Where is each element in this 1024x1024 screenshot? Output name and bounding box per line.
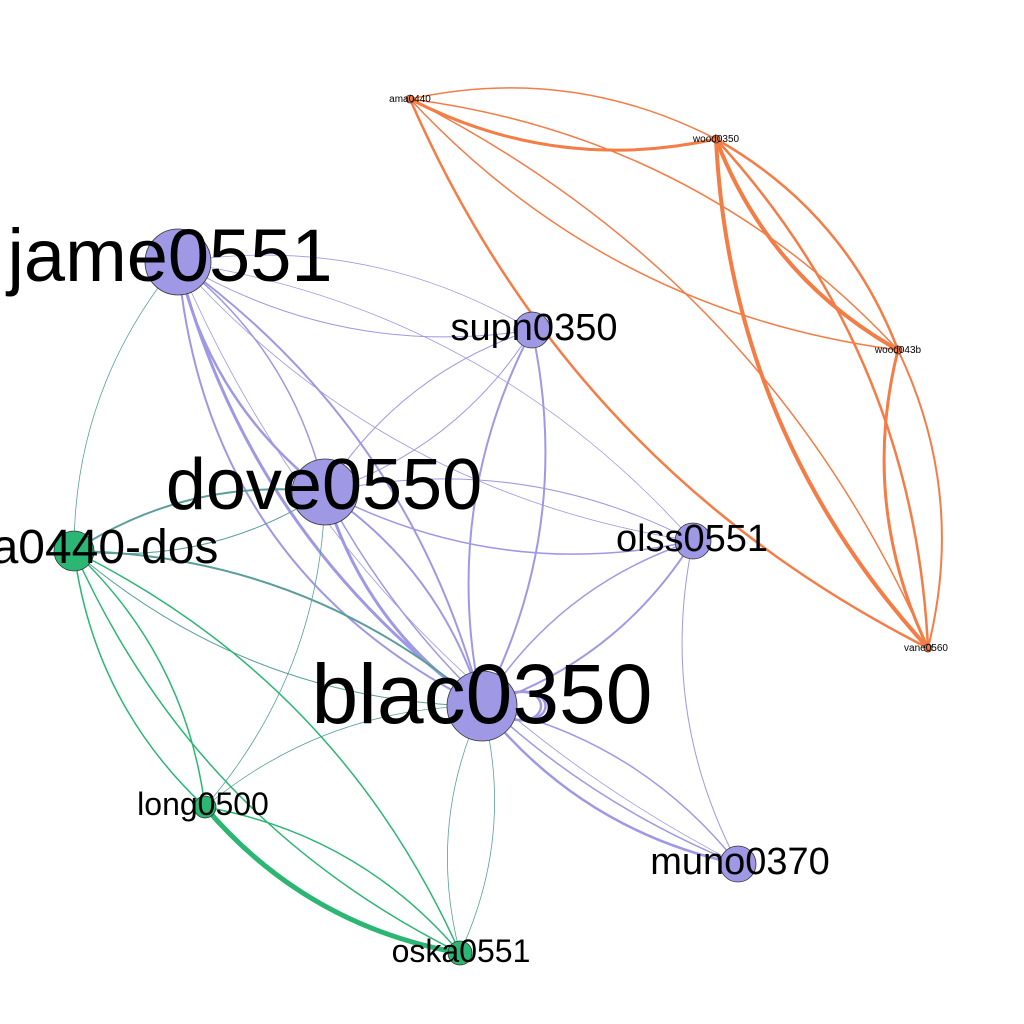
node-oska0551[interactable]	[447, 940, 473, 966]
edge-wood0350-vane0560	[714, 137, 930, 650]
edge-wood043b-vane0560	[882, 348, 930, 650]
node-label-wood043b: wood043b	[874, 345, 922, 356]
edge-blac0350-oska0551	[459, 705, 495, 954]
edge-jame0551-dove0550	[177, 261, 326, 493]
edge-a0440-dos-oska0551	[73, 550, 461, 954]
edge-blac0350-a0440-dos	[73, 550, 483, 707]
edge-ama0440-wood0350	[409, 87, 717, 140]
edge-wood0350-wood043b	[714, 137, 900, 352]
edge-ama0440-vane0560	[408, 97, 930, 650]
node-blac0350[interactable]	[446, 670, 518, 742]
edge-jame0551-blac0350	[177, 261, 483, 707]
edge-blac0350-a0440-dos	[73, 550, 483, 707]
node-label-supn0350: supn0350	[451, 307, 618, 349]
node-label-ama0440: ama0440	[389, 94, 431, 105]
edge-dove0550-blac0350	[324, 491, 483, 707]
edge-a0440-dos-long0500	[73, 550, 206, 808]
edge-dove0550-olss0551	[324, 491, 694, 555]
node-label-blac0350: blac0350	[312, 647, 653, 741]
edge-blac0350-oska0551	[447, 705, 483, 954]
edge-olss0551-muno0370	[681, 540, 739, 865]
edge-blac0350-long0500	[204, 705, 483, 808]
node-olss0551[interactable]	[674, 522, 712, 560]
node-supn0350[interactable]	[513, 311, 551, 349]
node-dove0550[interactable]	[291, 458, 359, 526]
edge-blac0350-olss0551	[481, 540, 694, 707]
edge-long0500-oska0551	[202, 804, 463, 956]
edge-jame0551-a0440-dos	[73, 261, 179, 552]
edge-wood0350-wood043b	[714, 137, 900, 352]
edge-wood043b-vane0560	[897, 349, 943, 649]
node-label-olss0551: olss0551	[616, 518, 768, 560]
node-label-vane0560: vane0560	[904, 643, 948, 654]
node-label-jame0551: jame0551	[5, 214, 332, 297]
node-vane0560[interactable]	[923, 643, 933, 653]
node-jame0551[interactable]	[144, 228, 212, 296]
edge-a0440-dos-oska0551	[73, 550, 461, 954]
edge-dove0550-supn0350	[324, 329, 533, 493]
edge-jame0551-supn0350	[177, 254, 533, 331]
edge-ama0440-wood0350	[408, 97, 718, 152]
edge-long0500-dove0550	[204, 491, 326, 808]
nodes-layer	[53, 94, 933, 966]
edge-blac0350-muno0370	[480, 704, 740, 866]
edge-dove0550-supn0350	[324, 329, 533, 493]
edge-jame0551-blac0350	[177, 261, 483, 707]
edge-blac0350-self-loop	[500, 690, 547, 722]
edge-ama0440-wood043b	[409, 98, 899, 351]
node-a0440-dos[interactable]	[53, 530, 95, 572]
edge-wood0350-vane0560	[714, 137, 930, 650]
node-wood043b[interactable]	[893, 345, 903, 355]
node-label-long0500: long0500	[137, 786, 269, 822]
node-label-wood0350: wood0350	[692, 134, 740, 145]
edge-dove0550-a0440-dos	[73, 488, 326, 552]
edge-jame0551-olss0551	[177, 261, 694, 542]
node-label-muno0370: muno0370	[650, 841, 830, 883]
edge-blac0350-supn0350	[467, 329, 533, 707]
edge-jame0551-olss0551	[177, 261, 694, 542]
edge-jame0551-supn0350	[177, 261, 533, 338]
edge-blac0350-muno0370	[481, 705, 739, 865]
node-ama0440[interactable]	[405, 94, 415, 104]
node-label-dove0550: dove0550	[166, 445, 482, 525]
edge-blac0350-supn0350	[481, 329, 547, 707]
edge-dove0550-blac0350	[323, 490, 484, 708]
edge-dove0550-olss0551	[324, 478, 694, 542]
edge-ama0440-vane0560	[409, 98, 929, 649]
labels-layer: jame0551 dove0550 blac0350 supn0350 olss0551…	[0, 94, 948, 969]
node-muno0370[interactable]	[719, 845, 757, 883]
node-wood0350[interactable]	[711, 134, 721, 144]
node-label-a0440-dos: a0440-dos	[0, 521, 218, 574]
edge-ama0440-wood043b	[409, 98, 899, 351]
node-long0500[interactable]	[193, 795, 217, 819]
edge-a0440-dos-long0500	[73, 550, 206, 808]
edge-long0500-oska0551	[204, 806, 461, 954]
node-label-oska0551: oska0551	[392, 933, 531, 969]
edge-dove0550-a0440-dos	[73, 491, 326, 555]
